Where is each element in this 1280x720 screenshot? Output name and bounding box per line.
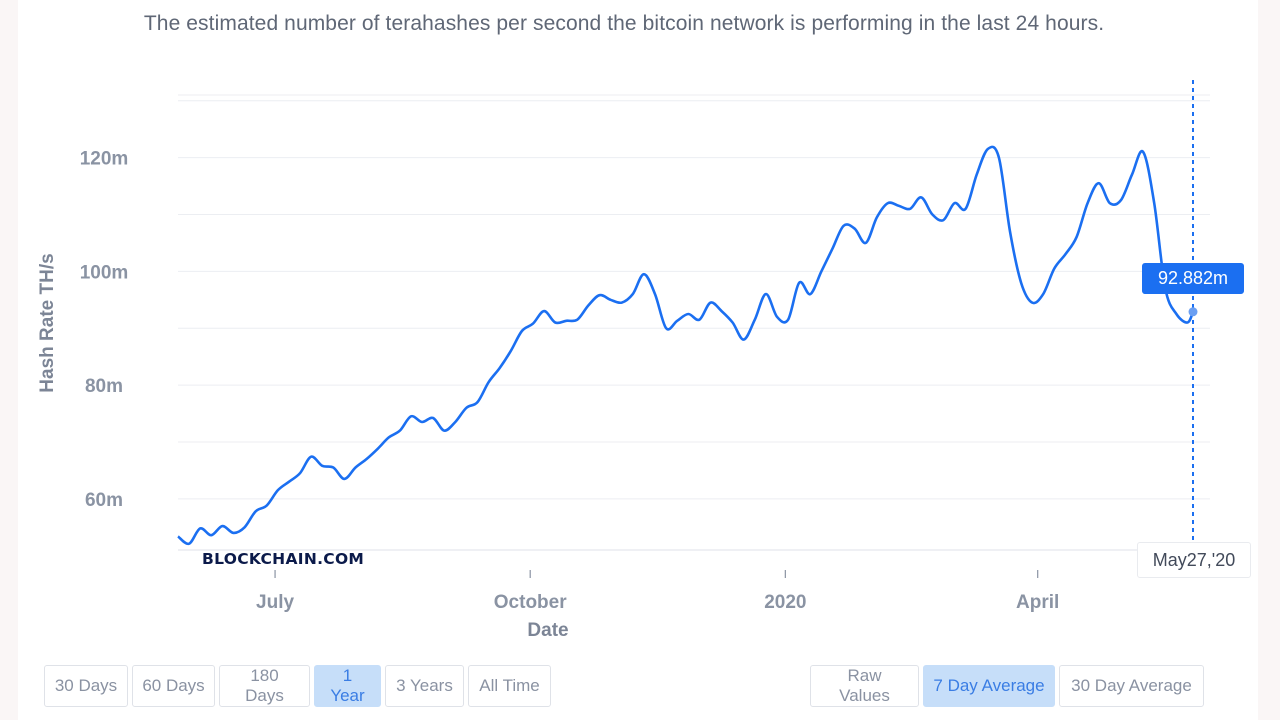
chart-card — [18, 0, 1258, 720]
range-button-60-days[interactable]: 60 Days — [132, 665, 215, 707]
x-tick-label: April — [1016, 592, 1059, 613]
range-button-30-days[interactable]: 30 Days — [44, 665, 128, 707]
blockchain-watermark: BLOCKCHAIN.COM — [202, 550, 365, 568]
averaging-selector: Raw Values 7 Day Average 30 Day Average — [810, 665, 1208, 709]
seven-day-average-button[interactable]: 7 Day Average — [923, 665, 1055, 707]
y-tick-label: 60m — [85, 490, 123, 511]
x-axis-label: Date — [527, 620, 569, 641]
chart-subtitle: The estimated number of terahashes per s… — [143, 12, 1105, 35]
x-tick-label: October — [494, 592, 567, 613]
range-button-all-time[interactable]: All Time — [468, 665, 551, 707]
range-button-3-years[interactable]: 3 Years — [385, 665, 464, 707]
raw-values-button[interactable]: Raw Values — [810, 665, 919, 707]
y-tick-label: 100m — [80, 262, 129, 283]
hover-value-tooltip: 92.882m — [1142, 263, 1244, 294]
x-tick-label: 2020 — [764, 592, 806, 613]
thirty-day-average-button[interactable]: 30 Day Average — [1059, 665, 1204, 707]
hover-date-label: May27,'20 — [1137, 542, 1251, 578]
y-tick-label: 120m — [80, 149, 129, 170]
y-tick-label: 80m — [85, 376, 123, 397]
x-tick-label: July — [256, 592, 294, 613]
hover-point — [1188, 307, 1198, 317]
hash-rate-series-line — [177, 145, 1195, 546]
time-range-selector: 30 Days 60 Days 180 Days 1 Year 3 Years … — [44, 665, 555, 709]
range-button-1-year[interactable]: 1 Year — [314, 665, 381, 707]
y-axis-label: Hash Rate TH/s — [37, 253, 58, 393]
range-button-180-days[interactable]: 180 Days — [219, 665, 310, 707]
